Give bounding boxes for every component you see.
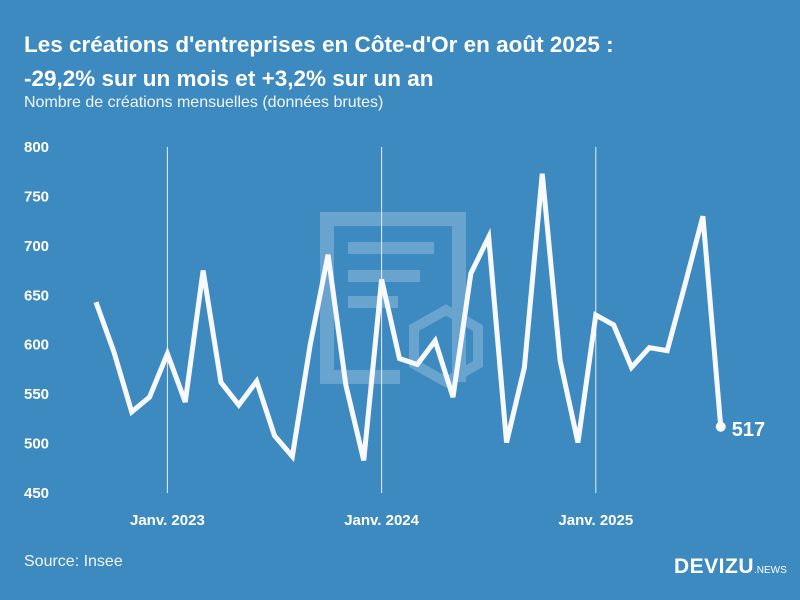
y-tick-label: 550 (24, 386, 49, 403)
logo-main: DEVIZU (674, 555, 755, 578)
last-point-marker (715, 421, 726, 432)
y-tick-label: 700 (24, 238, 49, 255)
x-tick-label: Janv. 2023 (130, 512, 205, 529)
y-tick-label: 500 (24, 436, 49, 453)
y-tick-label: 800 (24, 139, 49, 156)
y-tick-label: 750 (24, 188, 49, 205)
devizu-logo: DEVIZU.NEWS (674, 555, 787, 579)
logo-sub: .NEWS (754, 565, 787, 576)
x-tick-label: Janv. 2025 (558, 512, 633, 529)
y-tick-label: 450 (24, 485, 49, 502)
x-tick-label: Janv. 2024 (344, 512, 419, 529)
title-line-1: Les créations d'entreprises en Côte-d'Or… (24, 32, 614, 57)
series-line (93, 173, 724, 463)
y-tick-label: 600 (24, 337, 49, 354)
last-value-label: 517 (732, 419, 765, 441)
chart-subtitle: Nombre de créations mensuelles (données … (24, 94, 384, 111)
title-line-2: -29,2% sur un mois et +3,2% sur un an (24, 66, 434, 91)
chart-title: Les créations d'entreprises en Côte-d'Or… (24, 28, 614, 96)
source-note: Source: Insee (24, 553, 123, 570)
y-tick-label: 650 (24, 287, 49, 304)
